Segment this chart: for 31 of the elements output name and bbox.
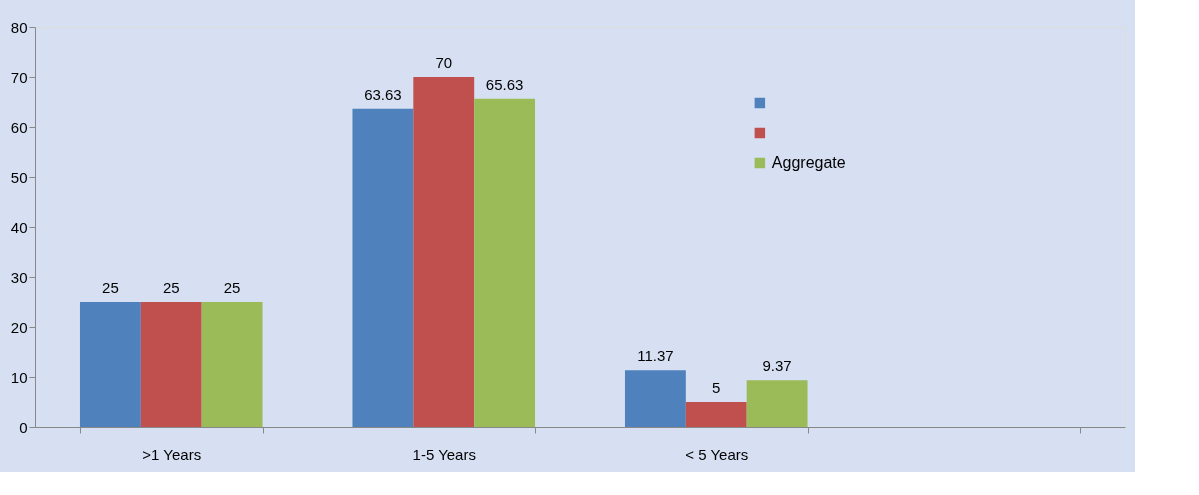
y-tick-label: 10 (10, 368, 28, 386)
y-tick-label: 0 (19, 418, 28, 436)
y-tick-label: 60 (10, 118, 28, 136)
data-label: 25 (223, 279, 241, 296)
y-tick-label: 80 (10, 18, 28, 36)
bar (201, 302, 263, 427)
bar (624, 370, 686, 427)
bar (746, 380, 808, 427)
data-label: 65.63 (485, 75, 524, 93)
legend-label: Aggregate (771, 154, 846, 171)
y-tick-label: 20 (10, 318, 28, 336)
y-tick-label: 40 (10, 218, 28, 236)
x-tick-label: 1-5 Years (412, 445, 476, 463)
bar (79, 302, 141, 427)
bar (352, 108, 414, 427)
bar (685, 402, 747, 427)
data-label: 9.37 (762, 357, 792, 375)
data-label: 5 (712, 379, 721, 396)
data-label: 11.37 (637, 347, 674, 365)
bar (474, 98, 536, 427)
y-tick-label: 50 (10, 168, 28, 186)
y-tick-label: 70 (10, 68, 28, 86)
data-label: 25 (102, 279, 119, 296)
data-label: 63.63 (364, 85, 402, 103)
data-label: 70 (435, 54, 453, 71)
data-label: 25 (162, 279, 180, 296)
x-tick-label: < 5 Years (685, 445, 749, 463)
bar (413, 77, 475, 427)
bar (140, 302, 202, 427)
x-tick-label: >1 Years (142, 445, 202, 463)
y-tick-label: 30 (10, 268, 28, 286)
